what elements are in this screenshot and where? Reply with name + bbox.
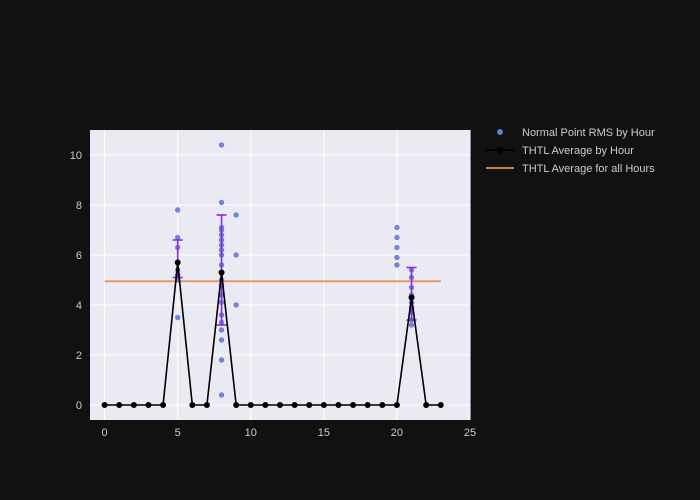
legend-label: Normal Point RMS by Hour xyxy=(522,127,655,139)
scatter-point xyxy=(175,207,180,212)
scatter-point xyxy=(219,357,224,362)
scatter-point xyxy=(394,235,399,240)
thtl-hourly-marker xyxy=(335,402,341,408)
scatter-point xyxy=(219,337,224,342)
xtick-label: 20 xyxy=(391,427,403,439)
thtl-hourly-marker xyxy=(306,402,312,408)
scatter-point xyxy=(233,252,238,257)
thtl-hourly-marker xyxy=(248,402,254,408)
thtl-hourly-marker xyxy=(438,402,444,408)
thtl-hourly-marker xyxy=(292,402,298,408)
thtl-hourly-marker xyxy=(102,402,108,408)
scatter-point xyxy=(409,322,414,327)
thtl-hourly-marker xyxy=(350,402,356,408)
chart-svg: 0 5 10 15 20 25 0 2 4 6 8 10 Normal Point RMS by Hou… xyxy=(0,0,700,500)
xtick-label: 15 xyxy=(318,427,330,439)
ytick-label: 0 xyxy=(76,400,82,412)
ytick-label: 2 xyxy=(76,350,82,362)
xtick-label: 10 xyxy=(245,427,257,439)
thtl-hourly-marker xyxy=(423,402,429,408)
thtl-hourly-marker xyxy=(145,402,151,408)
thtl-hourly-marker xyxy=(131,402,137,408)
chart-container: 0 5 10 15 20 25 0 2 4 6 8 10 Normal Point RMS by Hou… xyxy=(0,0,700,500)
thtl-hourly-marker xyxy=(189,402,195,408)
legend-label: THTL Average for all Hours xyxy=(522,163,655,175)
xtick-label: 0 xyxy=(102,427,108,439)
thtl-hourly-marker xyxy=(219,270,225,276)
scatter-point xyxy=(394,262,399,267)
scatter-point xyxy=(219,142,224,147)
thtl-hourly-marker xyxy=(175,260,181,266)
thtl-hourly-marker xyxy=(321,402,327,408)
xtick-label: 5 xyxy=(175,427,181,439)
thtl-hourly-marker xyxy=(204,402,210,408)
thtl-hourly-marker xyxy=(233,402,239,408)
plot-bg xyxy=(90,130,470,420)
ytick-label: 8 xyxy=(76,200,82,212)
thtl-hourly-marker xyxy=(262,402,268,408)
legend-label: THTL Average by Hour xyxy=(522,145,634,157)
scatter-point xyxy=(394,255,399,260)
scatter-point xyxy=(219,392,224,397)
ytick-label: 10 xyxy=(70,150,82,162)
thtl-hourly-marker xyxy=(409,295,415,301)
ytick-label: 4 xyxy=(76,300,82,312)
scatter-point xyxy=(394,225,399,230)
legend-marker xyxy=(497,129,503,135)
thtl-hourly-marker xyxy=(379,402,385,408)
scatter-point xyxy=(219,200,224,205)
thtl-hourly-marker xyxy=(394,402,400,408)
ytick-label: 6 xyxy=(76,250,82,262)
scatter-point xyxy=(219,327,224,332)
thtl-hourly-marker xyxy=(277,402,283,408)
xtick-label: 25 xyxy=(464,427,476,439)
scatter-point xyxy=(233,212,238,217)
thtl-hourly-marker xyxy=(365,402,371,408)
thtl-hourly-marker xyxy=(116,402,122,408)
scatter-point xyxy=(394,245,399,250)
thtl-hourly-marker xyxy=(160,402,166,408)
scatter-point xyxy=(175,315,180,320)
legend-marker xyxy=(497,147,503,153)
scatter-point xyxy=(233,302,238,307)
